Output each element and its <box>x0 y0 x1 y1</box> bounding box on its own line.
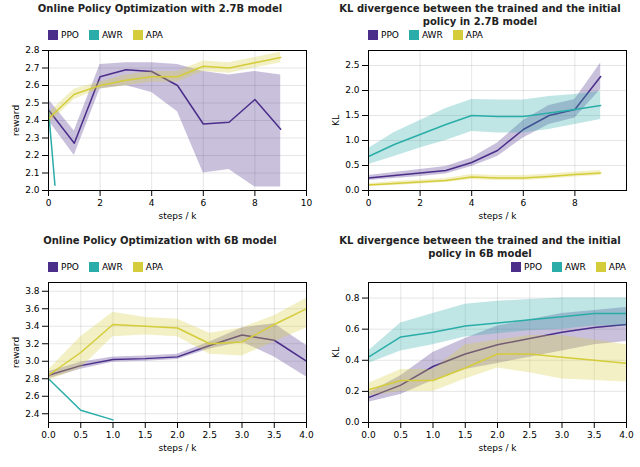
svg-text:2.5: 2.5 <box>203 430 217 440</box>
svg-text:0.0: 0.0 <box>345 185 360 195</box>
svg-text:4: 4 <box>469 198 475 208</box>
svg-text:2.4: 2.4 <box>25 409 40 419</box>
html-text:PPO: PPO <box>381 29 399 40</box>
svg-text:8: 8 <box>572 198 578 208</box>
svg-text:2.7: 2.7 <box>25 63 39 73</box>
svg-text:0.4: 0.4 <box>345 355 360 365</box>
svg-text:0.6: 0.6 <box>345 324 360 334</box>
svg-text:3.5: 3.5 <box>587 430 601 440</box>
svg-text:KL: KL <box>331 347 341 358</box>
svg-text:4.0: 4.0 <box>619 430 634 440</box>
svg-text:steps / k: steps / k <box>478 211 517 221</box>
svg-text:2.0: 2.0 <box>490 430 505 440</box>
svg-text:8: 8 <box>252 198 258 208</box>
svg-text:2.6: 2.6 <box>25 80 40 90</box>
svg-text:2: 2 <box>417 198 423 208</box>
svg-text:2.8: 2.8 <box>25 45 40 55</box>
svg-text:2.6: 2.6 <box>25 391 40 401</box>
svg-text:1.5: 1.5 <box>458 430 472 440</box>
svg-text:0: 0 <box>46 198 52 208</box>
svg-text:1.0: 1.0 <box>426 430 441 440</box>
svg-text:steps / k: steps / k <box>158 443 197 453</box>
svg-text:0.0: 0.0 <box>345 417 360 427</box>
svg-text:2: 2 <box>97 198 103 208</box>
svg-text:3.0: 3.0 <box>235 430 250 440</box>
svg-text:2.0: 2.0 <box>345 85 360 95</box>
svg-text:6: 6 <box>520 198 526 208</box>
html-text:AWR: AWR <box>422 29 443 40</box>
html-text:PPO: PPO <box>524 261 542 272</box>
svg-text:reward: reward <box>11 337 21 368</box>
svg-text:3.5: 3.5 <box>267 430 281 440</box>
svg-text:2.5: 2.5 <box>25 98 39 108</box>
html-text:Online Policy Optimization wit: Online Policy Optimization with 6B model <box>43 235 277 246</box>
svg-text:2.2: 2.2 <box>25 150 39 160</box>
svg-text:6: 6 <box>200 198 206 208</box>
html-text:AWR: AWR <box>102 261 123 272</box>
html-text:PPO: PPO <box>61 29 79 40</box>
svg-text:0.5: 0.5 <box>345 160 359 170</box>
svg-text:2.0: 2.0 <box>170 430 185 440</box>
svg-text:steps / k: steps / k <box>158 211 197 221</box>
html-text:KL divergence between the trai: KL divergence between the trained and th… <box>339 235 621 259</box>
html-text:KL divergence between the trai: KL divergence between the trained and th… <box>339 3 621 27</box>
html-text:APA: APA <box>145 29 163 40</box>
svg-text:2.1: 2.1 <box>25 168 39 178</box>
svg-text:3.0: 3.0 <box>555 430 570 440</box>
html-text:Online Policy Optimization wit: Online Policy Optimization with 2.7B mod… <box>37 3 283 14</box>
svg-text:3.8: 3.8 <box>25 286 40 296</box>
svg-text:0: 0 <box>366 198 372 208</box>
svg-text:2.5: 2.5 <box>523 430 537 440</box>
svg-text:2.4: 2.4 <box>25 115 40 125</box>
svg-text:2.3: 2.3 <box>25 133 39 143</box>
svg-text:2.8: 2.8 <box>25 374 40 384</box>
svg-text:3.4: 3.4 <box>25 321 40 331</box>
html-text:APA: APA <box>608 261 626 272</box>
svg-text:0.5: 0.5 <box>74 430 88 440</box>
svg-text:3.0: 3.0 <box>25 356 40 366</box>
svg-text:4.0: 4.0 <box>299 430 314 440</box>
svg-text:0.0: 0.0 <box>41 430 56 440</box>
svg-text:1.0: 1.0 <box>345 135 360 145</box>
html-text:PPO: PPO <box>61 261 79 272</box>
html-text:AWR: AWR <box>102 29 123 40</box>
svg-text:0.5: 0.5 <box>394 430 408 440</box>
svg-text:3.6: 3.6 <box>25 304 40 314</box>
svg-text:1.5: 1.5 <box>345 110 359 120</box>
html-text:APA: APA <box>465 29 483 40</box>
html-text:APA: APA <box>145 261 163 272</box>
svg-text:1.0: 1.0 <box>106 430 121 440</box>
svg-text:0.0: 0.0 <box>361 430 376 440</box>
svg-text:0.8: 0.8 <box>345 293 360 303</box>
svg-text:0.2: 0.2 <box>345 386 359 396</box>
html-text:AWR: AWR <box>565 261 586 272</box>
svg-text:1.5: 1.5 <box>138 430 152 440</box>
svg-text:reward: reward <box>11 105 21 136</box>
svg-text:2.5: 2.5 <box>345 60 359 70</box>
svg-text:4: 4 <box>149 198 155 208</box>
svg-text:3.2: 3.2 <box>25 339 39 349</box>
svg-text:KL: KL <box>331 115 341 126</box>
svg-text:steps / k: steps / k <box>478 443 517 453</box>
svg-text:10: 10 <box>301 198 313 208</box>
svg-text:2.0: 2.0 <box>25 185 40 195</box>
